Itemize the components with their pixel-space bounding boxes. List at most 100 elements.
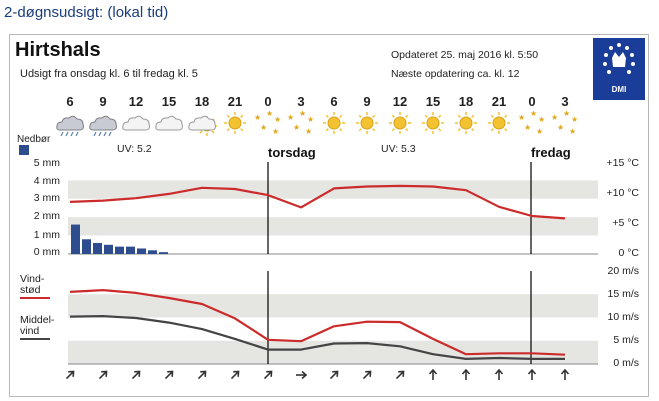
uv-index: UV: 5.2	[117, 143, 152, 155]
precip-axis-tick: 3 mm	[33, 192, 60, 204]
svg-text:★: ★	[538, 115, 545, 124]
partly-sunny-icon	[186, 110, 218, 136]
day-label-torsdag: torsdag	[268, 145, 316, 160]
svg-text:★: ★	[563, 110, 570, 118]
wind-arrow-icon	[163, 368, 175, 380]
wind-arrow-icon	[493, 368, 505, 380]
svg-text:★: ★	[557, 123, 564, 132]
mean-wind-legend-label: Middel- vind	[20, 314, 55, 337]
wind-axis-tick: 20 m/s	[607, 265, 639, 277]
sun-icon	[351, 110, 383, 136]
next-update-text: Næste opdatering ca. kl. 12	[391, 68, 520, 80]
sun-icon	[417, 110, 449, 136]
hour-label: 3	[561, 94, 569, 109]
svg-text:★: ★	[530, 110, 537, 118]
dmi-logo-text: DMI	[611, 85, 627, 94]
hour-label: 6	[330, 94, 338, 109]
temp-axis-tick: 0 °C	[618, 247, 639, 259]
cloud-icon	[120, 110, 152, 136]
precip-axis-tick: 4 mm	[33, 175, 60, 187]
hour-label: 9	[363, 94, 371, 109]
wind-arrow-icon	[559, 368, 571, 380]
hour-label: 21	[227, 94, 243, 109]
svg-text:★: ★	[569, 127, 576, 136]
wind-arrow-icon	[295, 368, 308, 380]
hour-label: 12	[128, 94, 144, 109]
wind-arrow-icon	[394, 368, 406, 380]
precip-axis-tick: 2 mm	[33, 210, 60, 222]
svg-text:★: ★	[518, 113, 525, 122]
dmi-logo[interactable]: DMI	[593, 38, 645, 100]
sun-icon	[318, 110, 350, 136]
hour-label: 0	[264, 94, 272, 109]
precip-axis-tick: 0 mm	[33, 246, 60, 258]
clear-night-icon: ★ ★ ★ ★ ★	[252, 109, 284, 136]
wind-arrow-icon	[526, 368, 538, 380]
wind-axis-tick: 10 m/s	[607, 311, 639, 323]
hour-label: 9	[99, 94, 107, 109]
precip-axis-tick: 5 mm	[33, 157, 60, 169]
uv-index: UV: 5.3	[381, 143, 416, 155]
svg-text:★: ★	[524, 123, 531, 132]
svg-text:★: ★	[287, 113, 294, 122]
svg-text:★: ★	[254, 113, 261, 122]
gust-legend-line	[20, 297, 50, 299]
wind-arrow-icon	[229, 368, 241, 380]
sun-icon	[219, 110, 251, 136]
wind-arrow-icon	[328, 368, 340, 380]
cloud-icon	[153, 110, 185, 136]
temp-axis-tick: +15 °C	[606, 157, 639, 169]
svg-text:★: ★	[307, 115, 314, 124]
wind-arrow-icon	[262, 368, 274, 380]
forecast-range: Udsigt fra onsdag kl. 6 til fredag kl. 5	[20, 68, 198, 80]
dmi-crown-logo	[603, 43, 635, 74]
sun-icon	[384, 110, 416, 136]
wind-arrow-icon	[130, 368, 142, 380]
page-title: 2-døgnsudsigt: (lokal tid)	[4, 4, 169, 21]
svg-text:★: ★	[293, 123, 300, 132]
wind-arrow-icon	[97, 368, 109, 380]
svg-text:★: ★	[266, 110, 273, 118]
clear-night-icon: ★ ★ ★ ★ ★	[516, 109, 548, 136]
wind-arrow-icon	[427, 368, 439, 380]
svg-text:★: ★	[272, 127, 279, 136]
precip-axis-tick: 1 mm	[33, 229, 60, 241]
svg-text:★: ★	[274, 115, 281, 124]
hour-label: 0	[528, 94, 536, 109]
temp-axis-tick: +10 °C	[606, 187, 639, 199]
wind-axis-tick: 0 m/s	[613, 357, 639, 369]
hour-label: 15	[161, 94, 177, 109]
svg-text:★: ★	[536, 127, 543, 136]
mean-wind-legend-line	[20, 338, 50, 340]
hour-label: 6	[66, 94, 74, 109]
wind-arrow-icon	[460, 368, 472, 380]
svg-text:★: ★	[260, 123, 267, 132]
wind-arrow-icon	[196, 368, 208, 380]
hour-label: 18	[194, 94, 210, 109]
sun-icon	[450, 110, 482, 136]
hour-label: 15	[425, 94, 441, 109]
hour-label: 12	[392, 94, 408, 109]
rain-cloud-icon	[87, 110, 119, 137]
updated-timestamp: Opdateret 25. maj 2016 kl. 5:50	[391, 49, 539, 61]
clear-night-icon: ★ ★ ★ ★ ★	[549, 109, 581, 136]
hour-label: 21	[491, 94, 507, 109]
svg-text:★: ★	[299, 110, 306, 118]
forecast-panel	[9, 34, 649, 397]
day-label-fredag: fredag	[531, 145, 571, 160]
svg-text:★: ★	[571, 115, 578, 124]
precip-label: Nedbør	[17, 134, 51, 145]
rain-cloud-icon	[54, 110, 86, 137]
wind-axis-tick: 15 m/s	[607, 288, 639, 300]
wind-axis-tick: 5 m/s	[613, 334, 639, 346]
hour-label: 3	[297, 94, 305, 109]
temp-axis-tick: +5 °C	[612, 217, 639, 229]
city-name: Hirtshals	[15, 39, 101, 61]
gust-legend-label: Vind- stød	[20, 273, 45, 296]
hour-label: 18	[458, 94, 474, 109]
precip-legend-swatch	[19, 145, 29, 155]
sun-icon	[483, 110, 515, 136]
svg-text:★: ★	[551, 113, 558, 122]
svg-text:★: ★	[305, 127, 312, 136]
wind-arrow-icon	[361, 368, 373, 380]
